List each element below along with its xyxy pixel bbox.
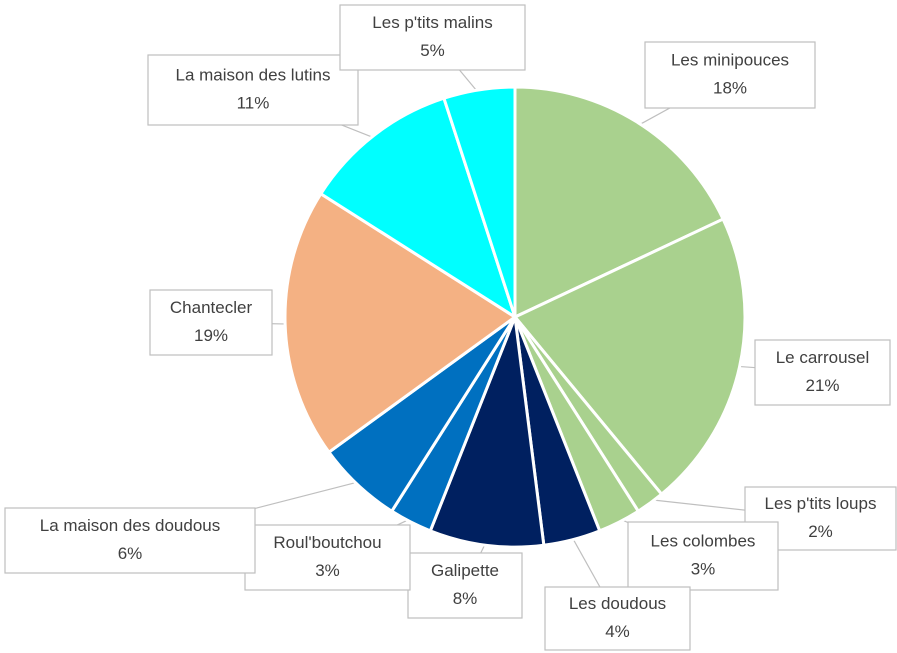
label-box <box>244 524 411 591</box>
slice <box>318 96 518 321</box>
category-label: Roul'boutchou <box>273 533 381 552</box>
value-label: 3% <box>315 561 340 580</box>
slice <box>442 85 517 318</box>
label-box <box>627 521 779 591</box>
slice <box>513 85 726 320</box>
value-label: 5% <box>420 41 445 60</box>
label-box <box>407 552 523 619</box>
category-label: Le carrousel <box>776 348 870 367</box>
category-label: Chantecler <box>170 298 253 317</box>
value-label: 19% <box>194 326 228 345</box>
value-label: 4% <box>605 622 630 641</box>
label-box <box>754 339 891 406</box>
slice <box>512 217 747 497</box>
value-label: 3% <box>691 559 716 578</box>
slices <box>283 85 747 549</box>
value-label: 21% <box>805 376 839 395</box>
label-box <box>4 507 256 574</box>
category-label: Les colombes <box>651 531 756 550</box>
label-box <box>149 289 273 356</box>
value-label: 6% <box>118 544 143 563</box>
category-label: La maison des doudous <box>40 516 221 535</box>
label-box <box>147 54 359 126</box>
category-label: Galipette <box>431 561 499 580</box>
category-label: La maison des lutins <box>176 65 331 84</box>
label-box <box>544 586 691 651</box>
category-label: Les p'tits malins <box>372 13 492 32</box>
slice <box>283 191 518 455</box>
slice <box>428 316 546 549</box>
category-label: Les p'tits loups <box>765 494 877 513</box>
labels: Les minipouces 18% Le carrousel 21% Les p'ti… <box>4 4 897 651</box>
value-label: 2% <box>808 522 833 541</box>
label-box <box>339 4 526 71</box>
value-label: 18% <box>713 78 747 97</box>
value-label: 8% <box>453 589 478 608</box>
label-box <box>644 41 816 109</box>
category-label: Les minipouces <box>671 50 789 69</box>
value-label: 11% <box>237 93 270 112</box>
category-label: Les doudous <box>569 594 666 613</box>
